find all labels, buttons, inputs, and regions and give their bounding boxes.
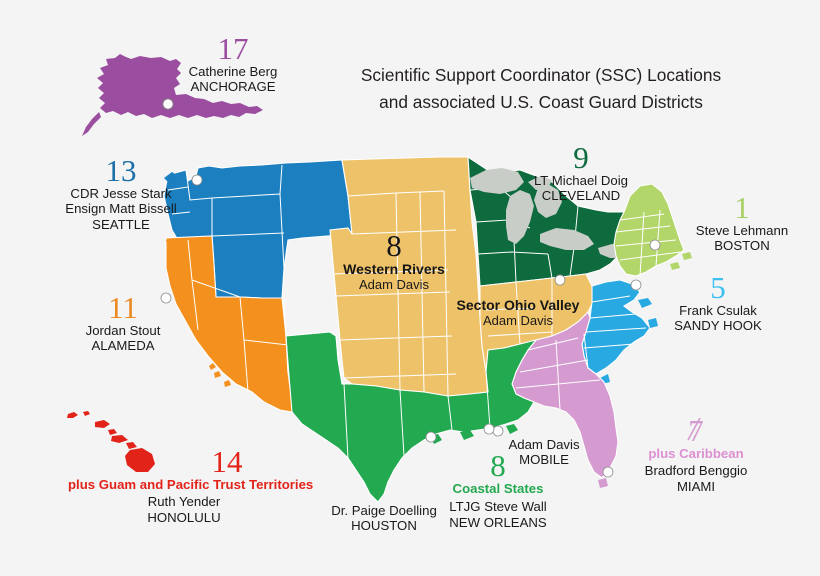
alameda-marker[interactable] bbox=[160, 292, 172, 304]
district-number-9: 9 bbox=[573, 140, 589, 175]
sandy-hook-marker[interactable] bbox=[630, 279, 642, 291]
miami-marker[interactable] bbox=[602, 466, 614, 478]
label-district-17: 17 Catherine Berg ANCHORAGE bbox=[150, 33, 316, 95]
label-houston: Dr. Paige Doelling HOUSTON bbox=[316, 503, 452, 534]
ssc-city-sandy-hook: SANDY HOOK bbox=[674, 318, 762, 334]
ssc-city-cleveland: CLEVELAND bbox=[541, 188, 621, 204]
region-d11-southwest bbox=[165, 235, 295, 413]
ssc-name-new-orleans: LTJG Steve Wall bbox=[449, 499, 547, 515]
ssc-city-miami: MIAMI bbox=[676, 478, 716, 494]
region-d5-mid-atlantic bbox=[581, 279, 658, 384]
ssc-name-western-rivers: Adam Davis bbox=[358, 277, 430, 293]
ssc-name-miami: Bradford Benggio bbox=[644, 463, 748, 479]
label-western-rivers: 8 Western Rivers Adam Davis bbox=[330, 230, 458, 292]
region-d1-new-england bbox=[613, 183, 692, 277]
new-orleans-marker[interactable] bbox=[492, 425, 504, 437]
ssc-city-anchorage: ANCHORAGE bbox=[190, 79, 276, 95]
ssc-name-cleveland: LT Michael Doig bbox=[533, 173, 629, 188]
district-number-17: 17 bbox=[217, 31, 249, 66]
region-title-sector-ohio-valley: Sector Ohio Valley bbox=[456, 297, 580, 313]
ssc-name-anchorage: Catherine Berg bbox=[188, 64, 278, 79]
district-8-subtitle: Coastal States bbox=[452, 481, 544, 496]
ssc-city-mobile: MOBILE bbox=[519, 452, 569, 468]
district-number-8-western-rivers: 8 bbox=[386, 228, 402, 263]
ssc-name-seattle-2: Ensign Matt Bissell bbox=[65, 201, 177, 217]
label-district-1: 1 Steve Lehmann BOSTON bbox=[672, 192, 812, 254]
ssc-name-alameda: Jordan Stout bbox=[85, 323, 161, 338]
district-number-1: 1 bbox=[734, 190, 750, 225]
label-district-13: 13 CDR Jesse Stark Ensign Matt Bissell S… bbox=[33, 155, 209, 232]
houston-marker[interactable] bbox=[425, 431, 437, 443]
ssc-name-honolulu: Ruth Yender bbox=[147, 494, 221, 510]
label-sector-ohio-valley: Sector Ohio Valley Adam Davis bbox=[448, 297, 588, 328]
figure-title: Scientific Support Coordinator (SSC) Loc… bbox=[318, 62, 764, 116]
region-title-western-rivers: Western Rivers bbox=[343, 261, 445, 277]
ssc-city-boston: BOSTON bbox=[714, 238, 770, 254]
label-mobile: Adam Davis MOBILE bbox=[496, 437, 592, 468]
ssc-name-mobile: Adam Davis bbox=[508, 437, 580, 452]
label-district-11: 11 Jordan Stout ALAMEDA bbox=[48, 292, 198, 354]
mobile-marker[interactable] bbox=[483, 423, 495, 435]
label-district-9: 9 LT Michael Doig CLEVELAND bbox=[508, 142, 654, 204]
district-14-subtitle: plus Guam and Pacific Trust Territories bbox=[68, 477, 314, 492]
label-district-14: 14 plus Guam and Pacific Trust Territori… bbox=[68, 444, 314, 525]
district-7-subtitle: plus Caribbean bbox=[648, 446, 744, 461]
ssc-name-sandy-hook: Frank Csulak bbox=[679, 303, 757, 318]
district-number-14: 14 bbox=[211, 444, 243, 479]
ssc-city-seattle: SEATTLE bbox=[92, 216, 150, 232]
caribbean-leader-line bbox=[687, 417, 701, 441]
region-hawaii-d14 bbox=[67, 411, 155, 472]
district-number-5: 5 bbox=[710, 270, 726, 305]
figure-title-line-1: Scientific Support Coordinator (SSC) Loc… bbox=[360, 65, 722, 85]
ssc-city-honolulu: HONOLULU bbox=[147, 509, 221, 525]
boston-marker[interactable] bbox=[649, 239, 661, 251]
district-number-7: 7 bbox=[688, 413, 704, 448]
marker-dots bbox=[160, 98, 661, 478]
ssc-name-sector-ohio-valley: Adam Davis bbox=[482, 313, 554, 329]
label-district-8-coastal-states: 8 Coastal States LTJG Steve Wall NEW ORL… bbox=[434, 450, 562, 530]
label-district-5: 5 Frank Csulak SANDY HOOK bbox=[648, 272, 788, 334]
region-d9-great-lakes bbox=[467, 155, 632, 287]
district-number-8-coastal-states: 8 bbox=[490, 448, 506, 483]
ssc-city-new-orleans: NEW ORLEANS bbox=[449, 514, 547, 530]
figure-title-line-2: and associated U.S. Coast Guard District… bbox=[379, 91, 703, 112]
seattle-marker[interactable] bbox=[191, 174, 203, 186]
label-district-7: 7 plus Caribbean Bradford Benggio MIAMI bbox=[616, 415, 776, 494]
anchorage-marker[interactable] bbox=[162, 98, 174, 110]
cleveland-marker[interactable] bbox=[554, 274, 566, 286]
region-alaska-d17 bbox=[82, 54, 263, 136]
ssc-city-alameda: ALAMEDA bbox=[91, 338, 155, 354]
district-number-11: 11 bbox=[108, 290, 138, 325]
ssc-city-houston: HOUSTON bbox=[351, 518, 417, 534]
ssc-name-houston: Dr. Paige Doelling bbox=[331, 503, 437, 518]
ssc-name-boston: Steve Lehmann bbox=[695, 223, 789, 238]
district-number-13: 13 bbox=[105, 153, 137, 188]
ssc-name-seattle-1: CDR Jesse Stark bbox=[70, 186, 172, 201]
